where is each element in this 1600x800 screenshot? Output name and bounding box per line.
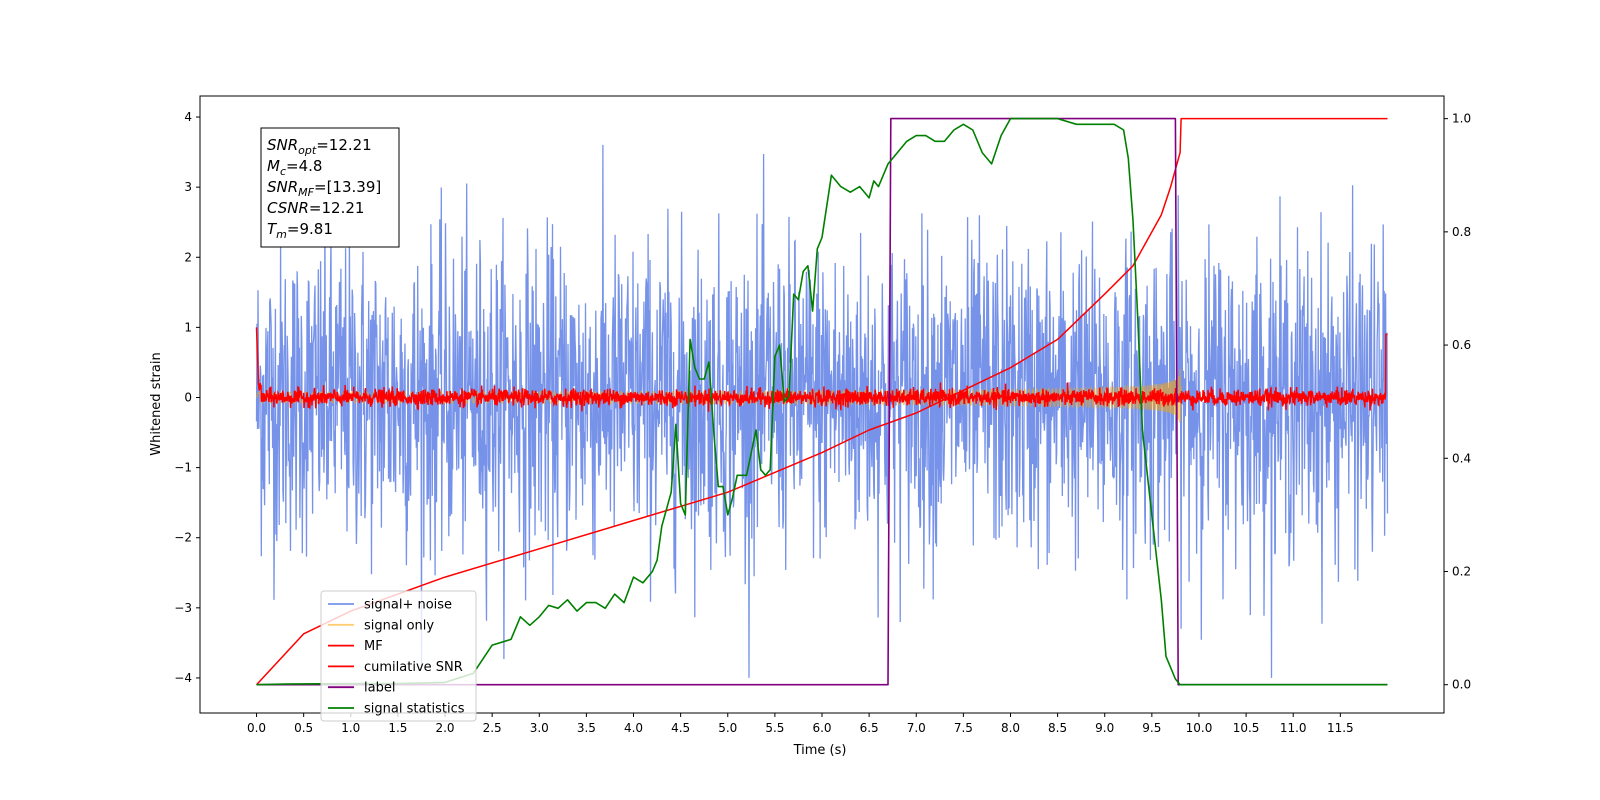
legend-label: signal+ noise (364, 598, 452, 613)
x-tick-label: 7.0 (907, 721, 926, 735)
x-tick-label: 1.5 (388, 721, 407, 735)
y2-tick-label: 0.0 (1452, 678, 1471, 692)
y-tick-label: 4 (184, 110, 192, 124)
x-tick-label: 4.5 (671, 721, 690, 735)
x-tick-label: 3.5 (577, 721, 596, 735)
x-tick-label: 3.0 (530, 721, 549, 735)
legend-frame (320, 590, 477, 722)
y-tick-label: 3 (184, 180, 192, 194)
annotation-line: Mc=4.8 (267, 157, 322, 178)
y2-tick-label: 0.2 (1452, 564, 1471, 578)
x-tick-label: 2.5 (483, 721, 502, 735)
series-signal-only (255, 369, 1182, 423)
x-tick-label: 0.0 (247, 721, 266, 735)
y-tick-label: −4 (174, 671, 192, 685)
y-tick-label: −3 (174, 601, 192, 615)
annotation-frame (260, 127, 400, 248)
x-tick-label: 5.5 (765, 721, 784, 735)
y-axis-left-ticks: 4 3 2 1 0 −1 −2 −3 −4 (174, 110, 200, 685)
x-tick-label: 6.0 (812, 721, 831, 735)
x-tick-label: 9.5 (1142, 721, 1161, 735)
annotation-box: SNRopt=12.21Mc=4.8SNRMF=[13.39]CSNR=12.2… (260, 127, 400, 248)
y-axis-label: Whitened strain (149, 352, 164, 455)
x-tick-label: 0.5 (294, 721, 313, 735)
y-tick-label: 0 (184, 390, 192, 404)
y-tick-label: 2 (184, 250, 192, 264)
x-tick-label: 10.5 (1233, 721, 1260, 735)
y2-tick-label: 0.8 (1452, 225, 1471, 239)
x-tick-label: 9.0 (1095, 721, 1114, 735)
series-cumulative-snr (255, 117, 1388, 686)
x-tick-label: 8.0 (1001, 721, 1020, 735)
x-tick-label: 2.0 (435, 721, 454, 735)
x-axis-label: Time (s) (793, 743, 847, 758)
legend-label: cumilative SNR (364, 660, 463, 675)
annotation-line: CSNR=12.21 (267, 199, 364, 217)
x-tick-label: 6.5 (860, 721, 879, 735)
x-tick-label: 7.5 (954, 721, 973, 735)
x-tick-label: 10.0 (1186, 721, 1213, 735)
legend-label: MF (364, 639, 383, 654)
x-tick-label: 8.5 (1048, 721, 1067, 735)
x-tick-label: 11.0 (1280, 721, 1307, 735)
x-tick-label: 4.0 (624, 721, 643, 735)
y2-tick-label: 1.0 (1452, 112, 1471, 126)
x-tick-label: 11.5 (1327, 721, 1354, 735)
legend-label: label (364, 681, 395, 696)
legend-label: signal only (364, 618, 434, 633)
y2-tick-label: 0.4 (1452, 451, 1471, 465)
y2-tick-label: 0.6 (1452, 338, 1471, 352)
x-axis-ticks: 0.0 0.5 1.0 1.5 2.0 2.5 3.0 3.5 4.0 4.5 5.0 5.5 6.0 6… (247, 713, 1354, 735)
y-tick-label: 1 (184, 320, 192, 334)
y-axis-right-ticks: 1.0 0.8 0.6 0.4 0.2 0.0 (1444, 112, 1471, 692)
legend-label: signal statistics (364, 702, 465, 717)
annotation-line: SNRMF=[13.39] (267, 178, 381, 199)
series-layer (255, 117, 1389, 686)
x-tick-label: 1.0 (341, 721, 360, 735)
series-signal-statistics (256, 117, 1388, 686)
series-mf (255, 327, 1388, 412)
x-tick-label: 5.0 (718, 721, 737, 735)
annotation-line: Tm=9.81 (267, 220, 333, 241)
y-tick-label: −2 (174, 531, 192, 545)
legend: signal+ noise signal only MF cumilative SNR… (320, 590, 477, 722)
annotation-line: SNRopt=12.21 (267, 136, 372, 157)
y-tick-label: −1 (174, 461, 192, 475)
